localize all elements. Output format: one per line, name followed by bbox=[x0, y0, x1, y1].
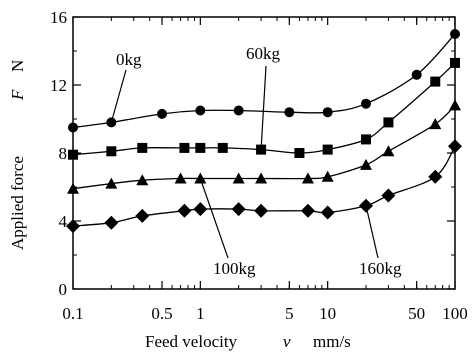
x-axis-title-text: Feed velocity bbox=[145, 332, 238, 351]
data-point-100kg bbox=[136, 174, 149, 186]
data-point-60kg bbox=[179, 142, 190, 153]
data-point-160kg bbox=[300, 203, 315, 218]
data-point-60kg bbox=[450, 57, 460, 68]
data-point-100kg bbox=[429, 118, 442, 130]
x-axis-symbol: v bbox=[283, 332, 291, 351]
data-point-100kg bbox=[301, 172, 314, 184]
data-point-60kg bbox=[430, 76, 441, 87]
y-tick-label: 12 bbox=[50, 76, 67, 95]
leader-line-60kg bbox=[260, 65, 267, 150]
y-tick-label: 4 bbox=[59, 212, 68, 231]
data-point-100kg bbox=[105, 177, 118, 189]
data-point-60kg bbox=[106, 146, 117, 157]
data-point-160kg bbox=[193, 202, 208, 217]
label-100kg: 100kg bbox=[213, 259, 256, 278]
leader-line-0kg bbox=[110, 69, 127, 123]
data-point-100kg bbox=[321, 170, 334, 182]
leader-line-160kg bbox=[365, 205, 379, 259]
data-point-0kg bbox=[157, 108, 168, 119]
data-point-0kg bbox=[68, 122, 78, 133]
y-axis-symbol: F bbox=[8, 89, 27, 101]
data-point-0kg bbox=[360, 98, 371, 109]
data-point-100kg bbox=[174, 172, 187, 184]
data-point-60kg bbox=[360, 134, 371, 145]
data-point-100kg bbox=[449, 99, 461, 111]
data-point-160kg bbox=[66, 219, 80, 234]
x-axis-title: Feed velocity v mm/s bbox=[145, 332, 351, 351]
data-point-100kg bbox=[359, 158, 372, 170]
data-point-60kg bbox=[217, 142, 228, 153]
data-point-0kg bbox=[195, 105, 206, 116]
data-point-60kg bbox=[294, 148, 305, 158]
x-tick-label: 1 bbox=[196, 304, 205, 323]
data-point-60kg bbox=[68, 149, 78, 160]
data-point-0kg bbox=[411, 69, 422, 80]
data-point-160kg bbox=[177, 203, 192, 218]
data-point-0kg bbox=[450, 29, 460, 39]
y-axis-title: Applied force F N bbox=[8, 60, 27, 250]
data-point-160kg bbox=[381, 188, 396, 203]
data-point-160kg bbox=[135, 208, 150, 223]
data-point-100kg bbox=[67, 182, 79, 194]
tick-group: 0.1 0.5 1 5 10 50 100 0 4 8 12 16 bbox=[50, 8, 468, 323]
data-point-160kg bbox=[320, 205, 335, 220]
series-line-0kg bbox=[72, 33, 456, 129]
data-point-100kg bbox=[232, 172, 245, 184]
y-tick-label: 16 bbox=[50, 8, 67, 27]
data-point-100kg bbox=[382, 145, 395, 157]
data-point-160kg bbox=[231, 202, 246, 217]
data-point-60kg bbox=[383, 117, 394, 128]
x-tick-label: 10 bbox=[319, 304, 336, 323]
data-point-160kg bbox=[254, 203, 269, 218]
x-axis-unit: mm/s bbox=[313, 332, 351, 351]
x-tick-label: 100 bbox=[442, 304, 468, 323]
data-point-0kg bbox=[284, 107, 295, 118]
data-point-60kg bbox=[137, 142, 148, 153]
data-point-160kg bbox=[428, 169, 443, 184]
leader-line-100kg bbox=[199, 178, 229, 259]
data-point-0kg bbox=[322, 107, 333, 118]
data-point-160kg bbox=[448, 139, 462, 154]
label-60kg: 60kg bbox=[246, 44, 281, 63]
x-tick-label: 0.5 bbox=[151, 304, 172, 323]
x-tick-label: 5 bbox=[285, 304, 294, 323]
leader-lines bbox=[110, 65, 379, 259]
y-axis-title-text: Applied force bbox=[8, 156, 27, 250]
data-point-60kg bbox=[322, 144, 333, 155]
series-markers bbox=[66, 29, 462, 234]
data-point-160kg bbox=[104, 215, 119, 230]
y-tick-label: 8 bbox=[59, 144, 68, 163]
y-axis-unit: N bbox=[8, 60, 27, 72]
x-tick-label: 50 bbox=[408, 304, 425, 323]
data-point-60kg bbox=[195, 142, 206, 153]
label-0kg: 0kg bbox=[116, 50, 142, 69]
label-160kg: 160kg bbox=[359, 259, 402, 278]
data-point-100kg bbox=[194, 172, 207, 184]
x-tick-label: 0.1 bbox=[62, 304, 83, 323]
data-point-0kg bbox=[233, 105, 244, 116]
y-tick-label: 0 bbox=[59, 280, 68, 299]
data-point-100kg bbox=[255, 172, 268, 184]
